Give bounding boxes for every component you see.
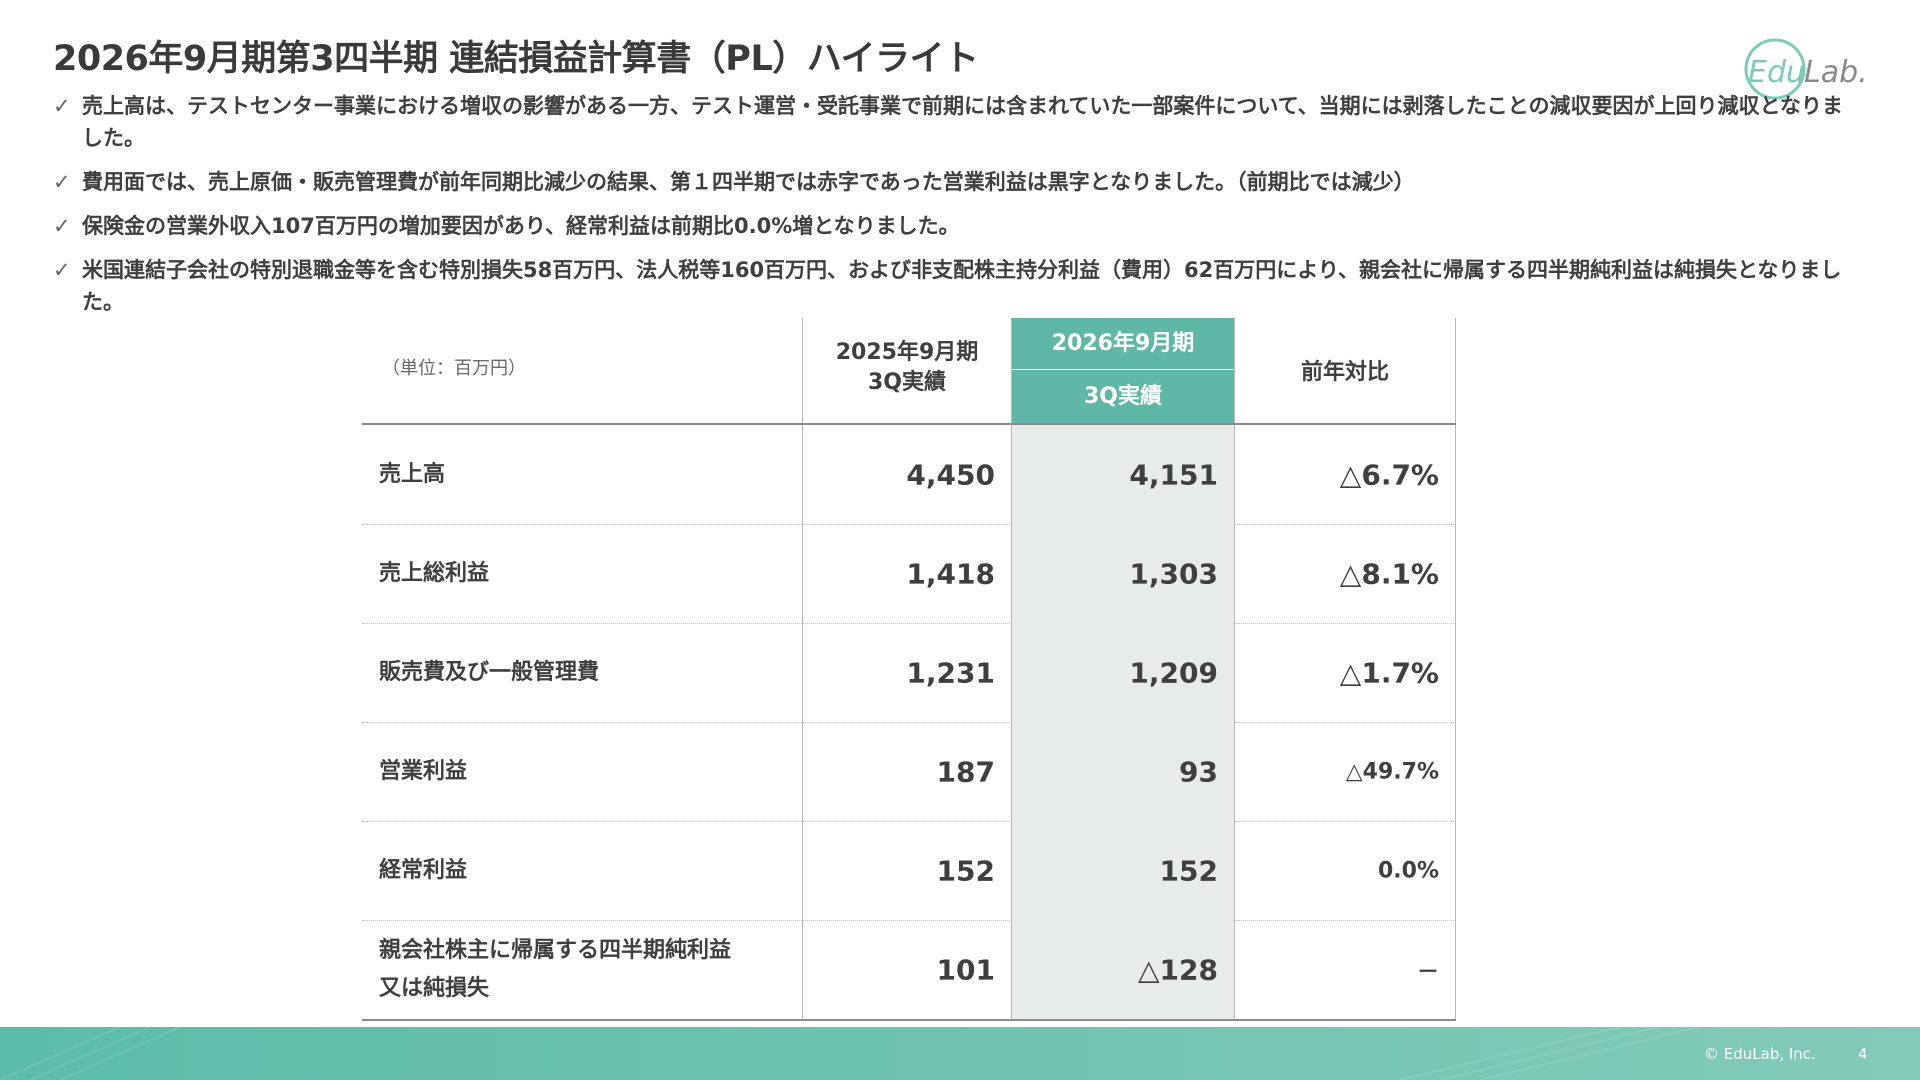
row-cur-cell: 1,209: [1011, 623, 1234, 722]
row-label-cell: 販売費及び一般管理費: [362, 623, 802, 722]
row-prev-cell: 101: [802, 920, 1011, 1019]
header-yoy: 前年対比: [1300, 360, 1389, 385]
row-label: 親会社株主に帰属する四半期純利益 又は純損失: [379, 932, 731, 1008]
prev-value: 187: [936, 755, 995, 788]
yoy-value: 0.0%: [1377, 858, 1439, 883]
cur-value: 93: [1179, 755, 1218, 788]
header-prev-line1: 2025年9月期: [835, 340, 979, 365]
yoy-value: △8.1%: [1339, 557, 1439, 590]
row-prev-cell: 1,231: [802, 623, 1011, 722]
table-row: 親会社株主に帰属する四半期純利益 又は純損失 101 △128 －: [362, 920, 1456, 1021]
table-row: 営業利益 187 93 △49.7%: [362, 722, 1456, 822]
yoy-value: △49.7%: [1345, 759, 1439, 784]
prev-value: 1,231: [906, 656, 995, 689]
row-cur-cell: △128: [1011, 920, 1234, 1019]
row-prev-cell: 1,418: [802, 524, 1011, 623]
bullet-text: 費用面では、売上原価・販売管理費が前年同期比減少の結果、第１四半期では赤字であっ…: [82, 170, 1415, 194]
bullet-item: ✓ 売上高は、テストセンター事業における増収の影響がある一方、テスト運営・受託事…: [53, 90, 1863, 154]
svg-text:Lab.: Lab.: [1804, 55, 1868, 90]
table-header-row: （単位：百万円） 2025年9月期 3Q実績 2026年9月期 3Q実績 前年対…: [362, 318, 1456, 425]
yoy-value: △1.7%: [1339, 656, 1439, 689]
bullet-text: 保険金の営業外収入107百万円の増加要因があり、経常利益は前期比0.0%増となり…: [82, 214, 960, 238]
cur-value: 4,151: [1129, 458, 1218, 491]
row-yoy-cell: △49.7%: [1234, 722, 1456, 821]
row-cur-cell: 4,151: [1011, 425, 1234, 524]
row-label-cell: 営業利益: [362, 722, 802, 821]
row-yoy-cell: △8.1%: [1234, 524, 1456, 623]
row-label: 売上総利益: [379, 560, 490, 586]
header-prev-line2: 3Q実績: [867, 370, 946, 395]
header-cur-cell: 2026年9月期 3Q実績: [1011, 318, 1234, 423]
copyright: © EduLab, Inc.: [1704, 1045, 1816, 1063]
table-row: 売上総利益 1,418 1,303 △8.1%: [362, 524, 1456, 624]
page-title: 2026年9月期第3四半期 連結損益計算書（PL）ハイライト: [53, 39, 979, 79]
row-label-line2: 又は純損失: [379, 975, 490, 1001]
yoy-value: △6.7%: [1339, 458, 1439, 491]
cur-value: 1,303: [1129, 557, 1218, 590]
cur-value: 1,209: [1129, 656, 1218, 689]
unit-label: （単位：百万円）: [382, 358, 526, 379]
row-yoy-cell: △6.7%: [1234, 425, 1456, 524]
row-label: 売上高: [379, 461, 446, 487]
bullet-item: ✓ 米国連結子会社の特別退職金等を含む特別損失58百万円、法人税等160百万円、…: [53, 254, 1863, 318]
row-label-cell: 親会社株主に帰属する四半期純利益 又は純損失: [362, 920, 802, 1019]
row-prev-cell: 187: [802, 722, 1011, 821]
check-icon: ✓: [53, 214, 71, 238]
check-icon: ✓: [53, 258, 71, 282]
row-prev-cell: 152: [802, 821, 1011, 920]
header-cur-line2: 3Q実績: [1012, 370, 1234, 423]
bullet-text: 米国連結子会社の特別退職金等を含む特別損失58百万円、法人税等160百万円、およ…: [82, 258, 1842, 314]
svg-text:Edu: Edu: [1748, 55, 1805, 90]
cur-value: △128: [1138, 953, 1218, 986]
row-label: 販売費及び一般管理費: [379, 659, 600, 685]
row-label: 営業利益: [379, 758, 468, 784]
edulab-logo: Edu Lab.: [1738, 36, 1898, 102]
header-yoy-cell: 前年対比: [1234, 318, 1456, 423]
check-icon: ✓: [53, 170, 71, 194]
table-row: 売上高 4,450 4,151 △6.7%: [362, 425, 1456, 525]
row-cur-cell: 1,303: [1011, 524, 1234, 623]
header-label-cell: （単位：百万円）: [362, 318, 802, 423]
table-row: 経常利益 152 152 0.0%: [362, 821, 1456, 921]
prev-value: 4,450: [906, 458, 995, 491]
yoy-value: －: [1416, 959, 1439, 985]
row-cur-cell: 152: [1011, 821, 1234, 920]
row-label: 経常利益: [379, 857, 468, 883]
footer-stripes: [0, 1027, 1701, 1080]
row-yoy-cell: －: [1234, 920, 1456, 1019]
page-number: 4: [1858, 1045, 1868, 1063]
check-icon: ✓: [53, 94, 71, 118]
prev-value: 101: [936, 953, 995, 986]
prev-value: 152: [936, 854, 995, 887]
row-prev-cell: 4,450: [802, 425, 1011, 524]
row-label-cell: 売上総利益: [362, 524, 802, 623]
bullet-text: 売上高は、テストセンター事業における増収の影響がある一方、テスト運営・受託事業で…: [82, 94, 1843, 150]
header-prev-cell: 2025年9月期 3Q実績: [802, 318, 1011, 423]
highlight-bullets: ✓ 売上高は、テストセンター事業における増収の影響がある一方、テスト運営・受託事…: [53, 90, 1863, 330]
row-cur-cell: 93: [1011, 722, 1234, 821]
bullet-item: ✓ 保険金の営業外収入107百万円の増加要因があり、経常利益は前期比0.0%増と…: [53, 210, 1863, 242]
header-cur-line1: 2026年9月期: [1012, 318, 1234, 370]
footer-band: © EduLab, Inc. 4: [0, 1027, 1920, 1080]
prev-value: 1,418: [906, 557, 995, 590]
row-yoy-cell: △1.7%: [1234, 623, 1456, 722]
row-label-cell: 売上高: [362, 425, 802, 524]
row-label-cell: 経常利益: [362, 821, 802, 920]
header-prev: 2025年9月期 3Q実績: [803, 338, 1011, 398]
row-yoy-cell: 0.0%: [1234, 821, 1456, 920]
table-row: 販売費及び一般管理費 1,231 1,209 △1.7%: [362, 623, 1456, 723]
row-label-line1: 親会社株主に帰属する四半期純利益: [379, 937, 732, 963]
bullet-item: ✓ 費用面では、売上原価・販売管理費が前年同期比減少の結果、第１四半期では赤字で…: [53, 166, 1863, 198]
cur-value: 152: [1159, 854, 1218, 887]
pl-table: （単位：百万円） 2025年9月期 3Q実績 2026年9月期 3Q実績 前年対…: [362, 318, 1456, 1021]
